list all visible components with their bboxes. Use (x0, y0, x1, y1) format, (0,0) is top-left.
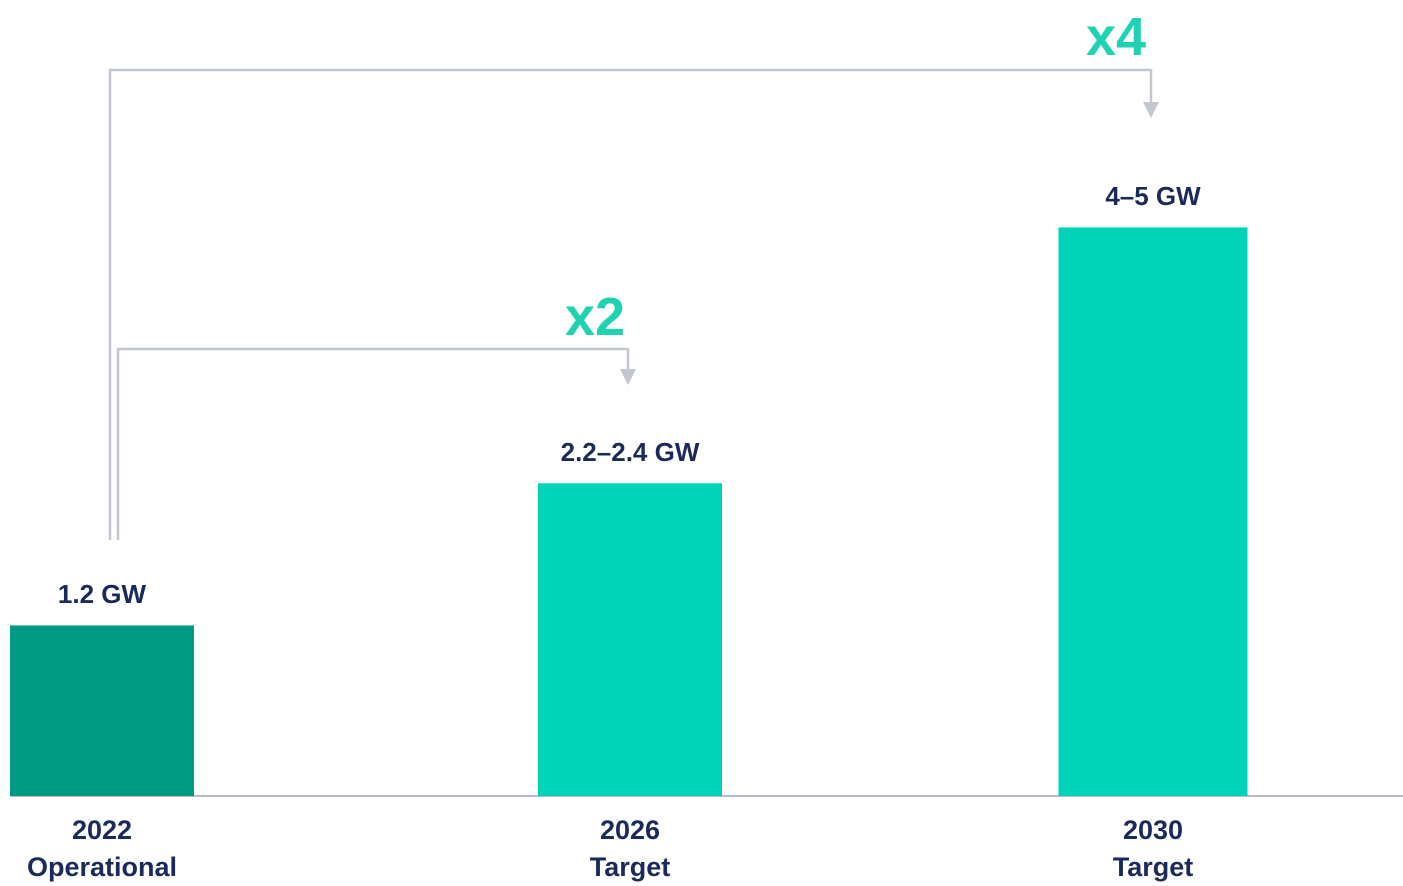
brackets (108, 68, 1153, 540)
bar (538, 483, 722, 796)
value-label: 2.2–2.4 GW (560, 437, 700, 468)
bar (10, 625, 194, 796)
bar (1058, 227, 1248, 796)
value-label: 1.2 GW (57, 579, 147, 610)
bracket-x2 (116, 347, 630, 540)
annotation: x4 (1086, 7, 1147, 67)
x-tick-label: 2030 (1122, 815, 1184, 845)
value-label: 4–5 GW (1105, 181, 1201, 212)
annotation: x2 (565, 287, 626, 347)
arrow-x2 (620, 369, 636, 385)
x-tick-label: Target (589, 852, 671, 882)
x-tick-label: 2022 (71, 815, 133, 845)
arrow-x4 (1143, 102, 1159, 118)
bracket-x4 (108, 68, 1153, 540)
x-tick-label: Operational (26, 852, 178, 882)
x-tick-label: Target (1112, 852, 1194, 882)
x-tick-label: 2026 (599, 815, 661, 845)
